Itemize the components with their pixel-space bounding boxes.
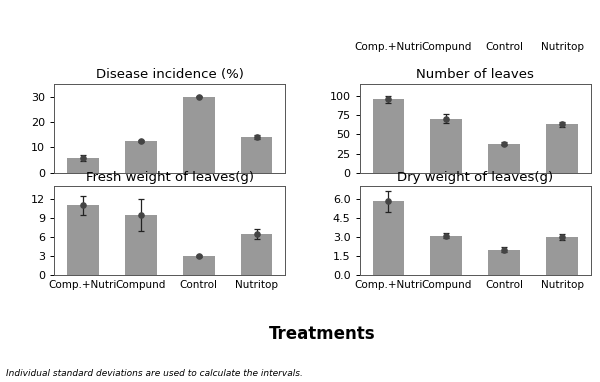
Point bbox=[252, 134, 262, 141]
Bar bbox=[241, 234, 272, 275]
Title: Disease incidence (%): Disease incidence (%) bbox=[96, 68, 244, 81]
Point bbox=[557, 121, 567, 127]
Point bbox=[194, 94, 203, 100]
Bar bbox=[430, 236, 462, 275]
Point bbox=[383, 198, 393, 204]
Bar bbox=[373, 99, 404, 173]
Bar bbox=[488, 144, 520, 173]
Bar bbox=[183, 256, 215, 275]
Bar bbox=[241, 138, 272, 173]
Point bbox=[78, 155, 88, 161]
Point bbox=[499, 247, 509, 253]
Point bbox=[499, 141, 509, 147]
Text: Treatments: Treatments bbox=[269, 325, 376, 343]
Bar bbox=[125, 215, 157, 275]
Bar bbox=[125, 141, 157, 173]
Text: Compund: Compund bbox=[421, 42, 472, 52]
Point bbox=[442, 233, 451, 239]
Bar bbox=[546, 124, 578, 173]
Bar bbox=[546, 237, 578, 275]
Bar bbox=[430, 119, 462, 173]
Text: Individual standard deviations are used to calculate the intervals.: Individual standard deviations are used … bbox=[6, 369, 303, 378]
Bar bbox=[373, 201, 404, 275]
Point bbox=[557, 234, 567, 240]
Point bbox=[136, 212, 146, 218]
Text: Control: Control bbox=[485, 42, 523, 52]
Point bbox=[442, 116, 451, 122]
Point bbox=[136, 138, 146, 144]
Point bbox=[194, 253, 203, 259]
Point bbox=[78, 202, 88, 208]
Text: Nutritop: Nutritop bbox=[541, 42, 584, 52]
Bar bbox=[488, 250, 520, 275]
Title: Number of leaves: Number of leaves bbox=[416, 68, 534, 81]
Point bbox=[383, 96, 393, 102]
Bar bbox=[183, 97, 215, 173]
Bar bbox=[67, 205, 99, 275]
Text: Comp.+Nutri: Comp.+Nutri bbox=[354, 42, 422, 52]
Point bbox=[252, 231, 262, 237]
Bar bbox=[67, 158, 99, 173]
Title: Fresh weight of leaves(g): Fresh weight of leaves(g) bbox=[86, 171, 254, 184]
Title: Dry weight of leaves(g): Dry weight of leaves(g) bbox=[397, 171, 553, 184]
